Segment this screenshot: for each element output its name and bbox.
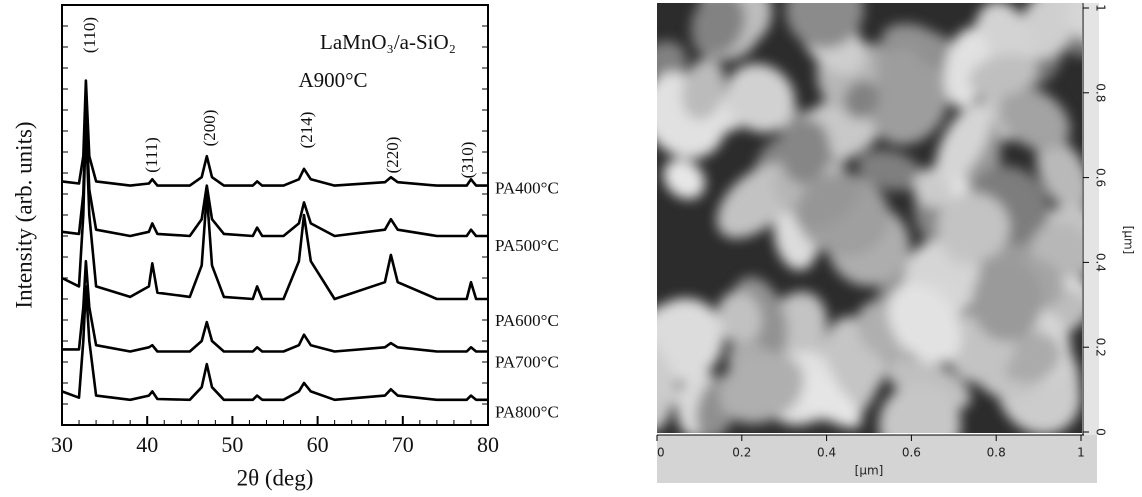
x-tick-label: 40	[136, 432, 158, 457]
y-tick-label: 1	[1094, 4, 1108, 12]
spectrum-line	[61, 121, 488, 301]
afm-x-label: [μm]	[855, 464, 884, 478]
grain	[881, 47, 922, 95]
grain	[657, 41, 687, 79]
peak-label: (110)	[80, 17, 99, 53]
x-tick-label: 80	[477, 432, 499, 457]
y-tick-label: 0.6	[1094, 168, 1108, 187]
grain	[1000, 332, 1061, 384]
y-tick-label: 0	[1094, 428, 1108, 436]
y-tick-label: 0.2	[1094, 338, 1108, 357]
x-tick-label: 50	[221, 432, 243, 457]
grain	[663, 158, 706, 200]
x-tick-label: 0	[657, 446, 665, 460]
grain	[936, 192, 1010, 261]
series-label: PA800°C	[495, 403, 559, 422]
grain	[1018, 3, 1079, 60]
afm-axis-band-right	[1083, 3, 1099, 435]
y-axis-label: Intensity (arb. units)	[11, 121, 36, 308]
series-label: PA500°C	[495, 236, 559, 255]
peak-label: (310)	[458, 142, 477, 179]
spectrum-line	[62, 259, 488, 353]
y-tick-label: 0.4	[1094, 253, 1108, 272]
y-tick-label: 0.8	[1094, 83, 1108, 102]
x-tick-label: 1	[1077, 446, 1085, 460]
x-tick-label: 0.6	[902, 446, 921, 460]
grain	[998, 87, 1070, 151]
peak-label: (200)	[200, 110, 219, 147]
grain	[785, 3, 864, 49]
series-label: PA400°C	[495, 179, 559, 198]
spectrum-line	[61, 285, 488, 402]
x-tick-label: 0.4	[817, 446, 836, 460]
grain	[1036, 138, 1082, 211]
peak-label: (214)	[297, 112, 316, 149]
spectrum-line	[61, 79, 488, 187]
grain	[887, 283, 962, 365]
peak-label: (111)	[142, 137, 161, 173]
grain	[718, 352, 804, 424]
x-tick-label: 0.8	[987, 446, 1006, 460]
grain	[657, 329, 679, 406]
chart-subtitle: A900°C	[298, 68, 367, 92]
grain	[878, 383, 961, 433]
grain	[844, 80, 880, 120]
peak-label: (220)	[383, 137, 402, 174]
series-label: PA600°C	[495, 311, 559, 330]
grain	[968, 54, 1038, 97]
chart-title: LaMnO₃/a-SiO₂	[320, 30, 456, 54]
grain	[691, 3, 746, 55]
grain	[857, 150, 922, 191]
grain	[781, 119, 831, 185]
grain	[725, 63, 796, 133]
x-tick-label: 70	[392, 432, 414, 457]
x-tick-label: 0.2	[732, 446, 751, 460]
x-tick-label: 60	[307, 432, 329, 457]
afm-axis-band	[657, 435, 1097, 483]
grain	[971, 259, 1043, 342]
grain	[794, 173, 861, 229]
grain	[792, 371, 862, 428]
spectrum-line	[61, 108, 488, 238]
x-axis-label: 2θ (deg)	[237, 465, 314, 490]
grain	[681, 58, 726, 120]
afm-y-label: [μm]	[1122, 226, 1136, 255]
grain	[935, 103, 992, 183]
series-label: PA700°C	[495, 352, 559, 371]
afm-image	[657, 3, 1082, 433]
grain	[1066, 3, 1082, 41]
grain	[716, 291, 762, 345]
x-tick-label: 30	[51, 432, 73, 457]
grains	[657, 3, 1082, 433]
